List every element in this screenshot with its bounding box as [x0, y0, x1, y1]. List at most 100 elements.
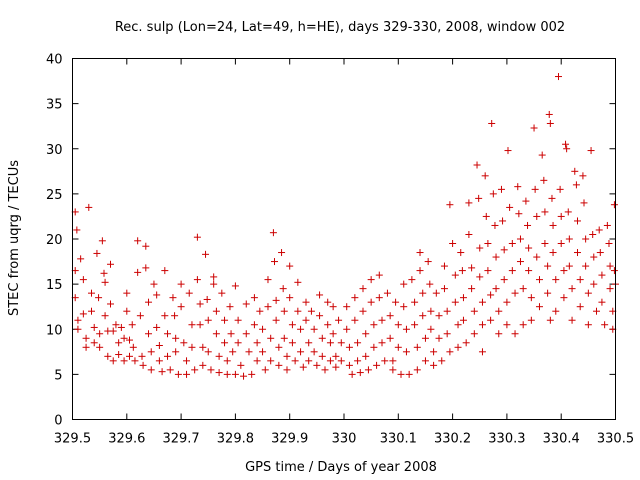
data-point-marker — [548, 194, 556, 202]
data-point-marker — [478, 348, 486, 356]
data-point-marker — [356, 369, 364, 377]
data-point-marker — [351, 316, 359, 324]
data-point-marker — [531, 185, 539, 193]
data-point-marker — [188, 343, 196, 351]
data-point-marker — [402, 348, 410, 356]
data-point-marker — [256, 307, 264, 315]
data-point-marker — [605, 240, 613, 248]
data-point-marker — [579, 172, 587, 180]
data-point-marker — [240, 372, 248, 380]
data-point-marker — [134, 237, 142, 245]
data-point-marker — [272, 316, 280, 324]
data-point-marker — [582, 235, 590, 243]
data-point-marker — [212, 330, 220, 338]
data-point-marker — [294, 278, 302, 286]
data-point-marker — [503, 321, 511, 329]
data-point-marker — [231, 282, 239, 290]
data-point-marker — [364, 366, 372, 374]
data-point-marker — [202, 250, 210, 258]
data-point-marker — [601, 321, 609, 329]
data-point-marker — [544, 262, 552, 270]
data-point-marker — [180, 339, 188, 347]
data-point-marker — [104, 352, 112, 360]
data-point-marker — [107, 300, 115, 308]
data-point-marker — [294, 307, 302, 315]
data-point-marker — [172, 348, 180, 356]
data-point-marker — [489, 190, 497, 198]
data-point-marker — [375, 271, 383, 279]
data-point-marker — [458, 267, 466, 275]
data-point-marker — [253, 357, 261, 365]
data-point-marker — [446, 201, 454, 209]
data-point-marker — [318, 334, 326, 342]
data-point-marker — [155, 357, 163, 365]
data-point-marker — [560, 267, 568, 275]
data-point-marker — [400, 280, 408, 288]
data-point-marker — [470, 307, 478, 315]
data-point-marker — [451, 298, 459, 306]
data-point-marker — [267, 357, 275, 365]
x-tick-label: 329.8 — [217, 432, 254, 447]
data-point-marker — [557, 240, 565, 248]
data-point-marker — [193, 233, 201, 241]
data-point-marker — [147, 366, 155, 374]
data-point-marker — [511, 330, 519, 338]
y-tick-label: 10 — [46, 323, 63, 338]
data-point-marker — [310, 348, 318, 356]
data-point-marker — [465, 230, 473, 238]
data-point-marker — [370, 321, 378, 329]
data-point-marker — [432, 289, 440, 297]
data-point-marker — [427, 307, 435, 315]
data-point-marker — [524, 221, 532, 229]
data-point-marker — [482, 212, 490, 220]
data-point-marker — [386, 334, 394, 342]
data-point-marker — [305, 357, 313, 365]
data-point-marker — [164, 330, 172, 338]
data-point-marker — [416, 249, 424, 257]
data-point-marker — [316, 291, 324, 299]
data-point-marker — [264, 303, 272, 311]
data-point-marker — [580, 199, 588, 207]
data-point-marker — [131, 357, 139, 365]
data-point-marker — [443, 307, 451, 315]
data-point-marker — [527, 294, 535, 302]
data-point-marker — [549, 221, 557, 229]
data-point-marker — [587, 147, 595, 155]
data-point-marker — [499, 217, 507, 225]
data-point-marker — [584, 321, 592, 329]
data-point-marker — [101, 312, 109, 320]
data-point-marker — [98, 237, 106, 245]
data-point-marker — [234, 339, 242, 347]
data-point-marker — [411, 321, 419, 329]
data-point-marker — [203, 295, 211, 303]
data-point-marker — [259, 348, 267, 356]
data-point-marker — [533, 212, 541, 220]
data-point-marker — [169, 294, 177, 302]
data-point-marker — [508, 240, 516, 248]
y-tick-label: 5 — [54, 368, 62, 383]
data-point-marker — [378, 316, 386, 324]
data-point-marker — [354, 357, 362, 365]
data-point-marker — [126, 352, 134, 360]
data-point-marker — [147, 348, 155, 356]
data-point-marker — [413, 343, 421, 351]
data-point-marker — [481, 172, 489, 180]
data-point-marker — [82, 334, 90, 342]
data-point-marker — [519, 285, 527, 293]
x-tick-label: 330 — [332, 432, 357, 447]
data-point-marker — [248, 370, 256, 378]
data-point-marker — [375, 294, 383, 302]
data-point-marker — [90, 339, 98, 347]
data-point-marker — [435, 334, 443, 342]
y-tick-label: 20 — [46, 233, 63, 248]
data-point-marker — [457, 249, 465, 257]
data-point-marker — [234, 316, 242, 324]
data-point-marker — [107, 260, 115, 268]
data-point-marker — [573, 217, 581, 225]
data-point-marker — [267, 334, 275, 342]
data-point-marker — [476, 244, 484, 252]
data-point-marker — [155, 341, 163, 349]
data-point-marker — [519, 321, 527, 329]
data-point-marker — [193, 276, 201, 284]
